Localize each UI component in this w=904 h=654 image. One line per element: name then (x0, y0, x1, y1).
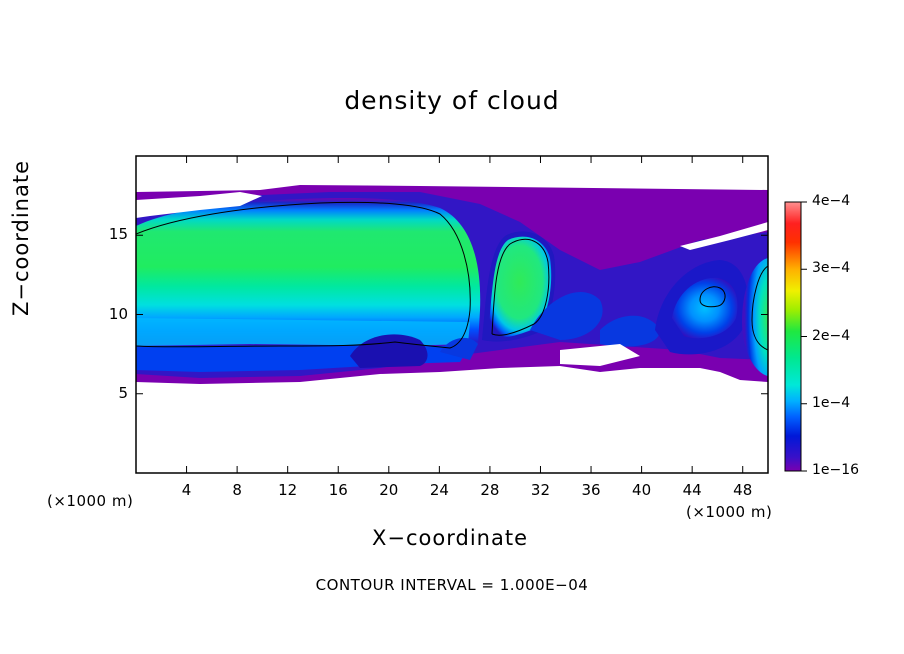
y-tick-label: 10 (108, 304, 128, 323)
contour-line-main (136, 201, 471, 349)
y-tick-label: 5 (118, 383, 128, 402)
x-unit-right: (×1000 m) (686, 503, 773, 521)
y-ticks (136, 234, 768, 395)
y-axis-label: Z−coordinate (9, 160, 33, 316)
x-tick-label: 28 (480, 481, 500, 499)
colorbar (784, 201, 802, 472)
x-axis-label-text: X−coordinate (372, 526, 528, 550)
x-tick-label: 44 (682, 481, 702, 499)
white-gap-2 (680, 222, 768, 250)
heatmap-field (136, 185, 768, 384)
contour-line-edge (751, 265, 768, 351)
x-tick-label: 8 (232, 481, 242, 499)
cell-x45-core (672, 277, 738, 339)
white-gap-3 (560, 344, 640, 366)
x-axis-label: X−coordinate (0, 526, 904, 550)
x-unit-left: (×1000 m) (47, 492, 134, 510)
chart-title: density of cloud (344, 86, 560, 115)
white-gap-1 (136, 192, 262, 218)
colorbar-ticks (801, 201, 807, 472)
x-tick-label: 40 (632, 481, 652, 499)
colorbar-tick-label: 4e−4 (812, 193, 851, 209)
contour-interval-note: CONTOUR INTERVAL = 1.000E−04 (315, 576, 589, 594)
colorbar-tick-label: 2e−4 (812, 327, 851, 344)
x-tick-label: 36 (581, 481, 601, 499)
y-tick-label: 15 (108, 225, 128, 244)
tower-x30-core (488, 236, 552, 338)
colorbar-tick-label: 1e−4 (812, 394, 851, 411)
x-tick-label: 16 (328, 481, 348, 499)
colorbar-tick-label: 3e−4 (812, 260, 851, 277)
contour-line-cell (699, 286, 726, 308)
scatter-cells (440, 291, 660, 360)
colorbar-tick-label: 1e−16 (812, 462, 860, 478)
x-tick-label: 12 (278, 481, 298, 499)
x-tick-label: 4 (181, 481, 192, 499)
main-cloud (136, 198, 481, 351)
x-tick-label: 32 (530, 481, 551, 499)
x-tick-label: 20 (379, 481, 399, 499)
x-ticks (186, 156, 744, 473)
x-tick-label: 48 (733, 481, 753, 499)
x-tick-label: 24 (429, 481, 449, 499)
bump-x20 (350, 334, 428, 368)
contour-line-tower (491, 239, 550, 336)
